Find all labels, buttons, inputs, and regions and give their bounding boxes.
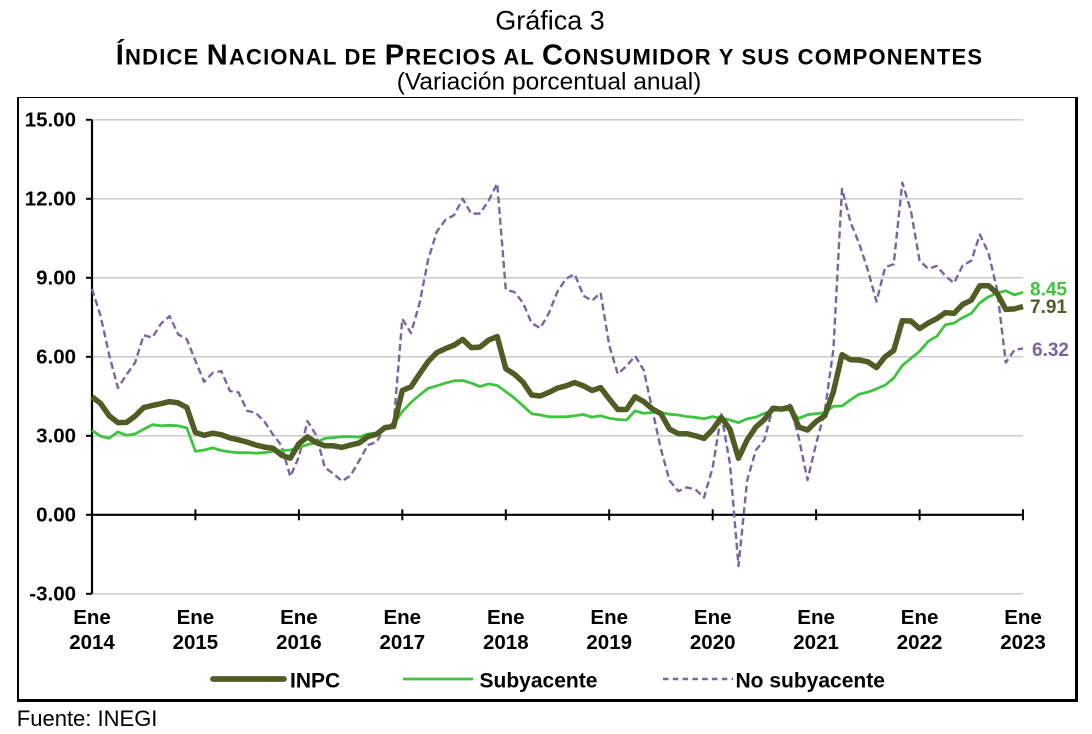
svg-text:2019: 2019 [586,631,632,654]
svg-text:Subyacente: Subyacente [480,670,598,693]
svg-text:Ene: Ene [73,606,111,629]
svg-text:(Variación porcentual anual): (Variación porcentual anual) [397,68,702,95]
svg-text:2016: 2016 [276,631,322,654]
svg-text:Ene: Ene [590,606,628,629]
svg-text:Ene: Ene [280,606,318,629]
svg-text:2014: 2014 [69,631,115,654]
svg-text:2017: 2017 [379,631,425,654]
svg-text:2018: 2018 [483,631,529,654]
svg-text:2020: 2020 [690,631,736,654]
svg-text:-3.00: -3.00 [29,583,76,606]
svg-text:3.00: 3.00 [36,425,76,448]
svg-text:Gráfica 3: Gráfica 3 [495,5,605,35]
svg-text:Ene: Ene [901,606,939,629]
svg-text:Fuente: INEGI: Fuente: INEGI [17,706,158,731]
svg-text:2015: 2015 [173,631,219,654]
svg-text:6.00: 6.00 [36,346,76,369]
svg-text:6.32: 6.32 [1032,340,1069,361]
svg-text:0.00: 0.00 [36,504,76,527]
svg-text:Ene: Ene [1004,606,1042,629]
svg-text:9.00: 9.00 [36,267,76,290]
svg-text:INPC: INPC [290,670,340,693]
svg-text:Ene: Ene [383,606,421,629]
svg-text:2021: 2021 [793,631,839,654]
svg-text:Ene: Ene [797,606,835,629]
svg-text:12.00: 12.00 [25,188,76,211]
svg-text:ÍNDICE NACIONAL DE PRECIOS AL: ÍNDICE NACIONAL DE PRECIOS AL CONSUMIDOR… [116,37,983,71]
svg-text:2022: 2022 [897,631,943,654]
svg-text:Ene: Ene [487,606,525,629]
svg-text:15.00: 15.00 [25,109,76,132]
svg-text:8.45: 8.45 [1030,280,1067,301]
svg-text:Ene: Ene [177,606,215,629]
svg-text:2023: 2023 [1000,631,1046,654]
svg-text:No subyacente: No subyacente [736,670,885,693]
svg-text:7.91: 7.91 [1030,297,1067,318]
svg-text:Ene: Ene [694,606,732,629]
